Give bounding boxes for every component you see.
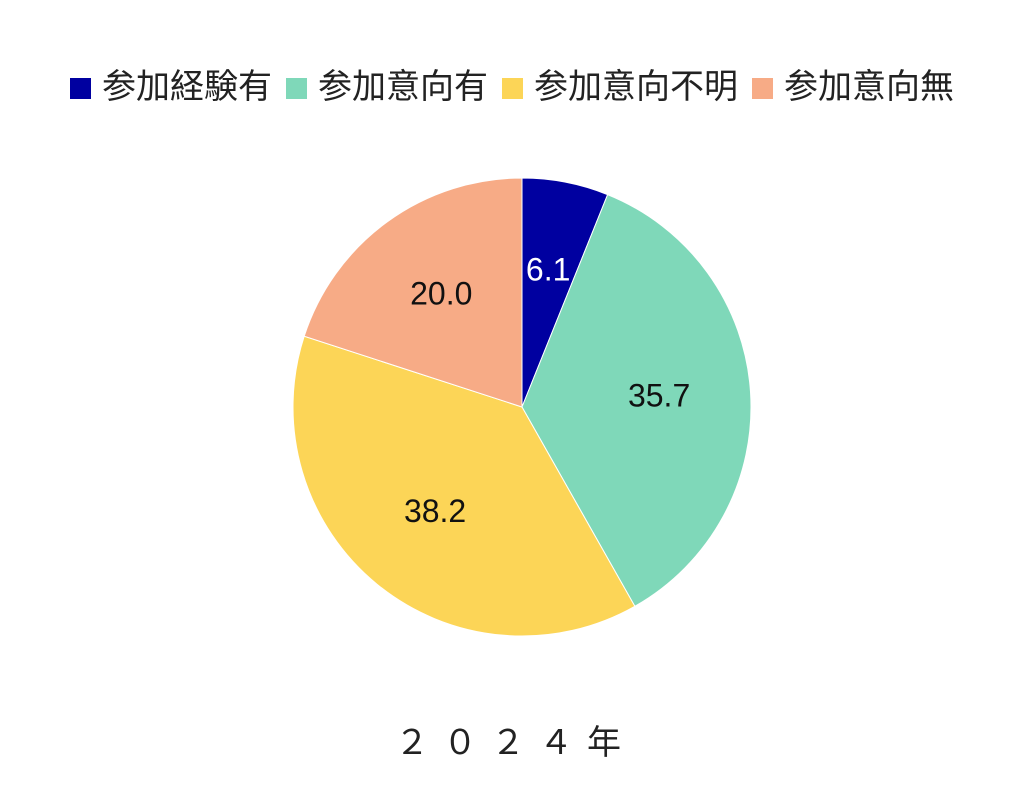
x-label: ２０２４年 (395, 724, 635, 762)
pie-slice (521, 193, 752, 607)
legend-swatch (70, 78, 91, 99)
data-label: 20.0 (410, 275, 472, 311)
legend-label: 参加経験有 (102, 68, 272, 106)
legend-swatch (286, 78, 307, 99)
legend-label: 参加意向無 (784, 68, 954, 106)
legend-swatch (502, 78, 523, 99)
data-label: 6.1 (526, 252, 570, 288)
legend-swatch (752, 78, 773, 99)
legend-label: 参加意向不明 (534, 68, 738, 106)
legend-label: 参加意向有 (318, 68, 488, 106)
data-label: 38.2 (404, 493, 466, 529)
legend: 参加経験有 参加意向有 参加意向不明 参加意向無 (70, 68, 954, 106)
data-label: 35.7 (628, 377, 690, 413)
pie-slice (292, 335, 636, 637)
pie-slice (303, 177, 523, 408)
